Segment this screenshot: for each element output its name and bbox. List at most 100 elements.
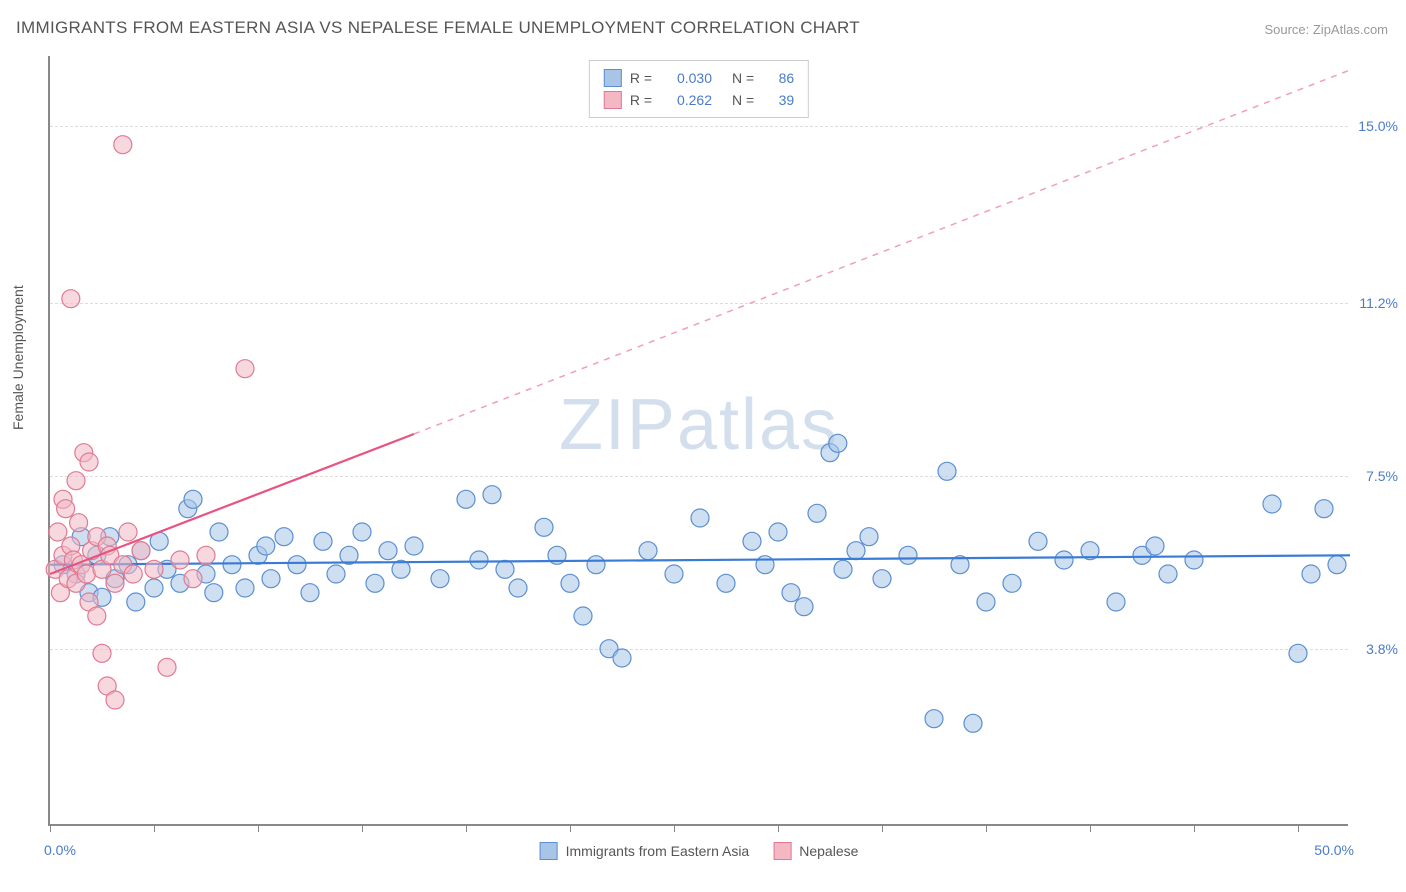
data-point: [236, 360, 254, 378]
swatch-icon: [604, 69, 622, 87]
data-point: [769, 523, 787, 541]
legend-item-series-2: Nepalese: [773, 842, 858, 860]
r-label: R =: [630, 70, 652, 86]
x-tick: [882, 824, 883, 832]
trend-line: [50, 555, 1350, 564]
n-label: N =: [732, 92, 754, 108]
data-point: [574, 607, 592, 625]
y-tick-label: 15.0%: [1352, 118, 1398, 134]
data-point: [210, 523, 228, 541]
data-point: [1289, 644, 1307, 662]
data-point: [639, 542, 657, 560]
data-point: [171, 551, 189, 569]
data-point: [145, 579, 163, 597]
x-tick: [1194, 824, 1195, 832]
data-point: [1146, 537, 1164, 555]
data-point: [124, 565, 142, 583]
data-point: [184, 490, 202, 508]
data-point: [236, 579, 254, 597]
data-point: [1159, 565, 1177, 583]
data-point: [964, 714, 982, 732]
data-point: [1029, 532, 1047, 550]
data-point: [106, 691, 124, 709]
data-point: [977, 593, 995, 611]
y-axis-label: Female Unemployment: [10, 285, 26, 430]
data-point: [613, 649, 631, 667]
data-point: [483, 486, 501, 504]
x-tick: [570, 824, 571, 832]
y-tick-label: 7.5%: [1352, 468, 1398, 484]
x-tick: [986, 824, 987, 832]
data-point: [145, 560, 163, 578]
data-point: [873, 570, 891, 588]
x-axis-min: 0.0%: [44, 842, 76, 858]
data-point: [1263, 495, 1281, 513]
data-point: [561, 574, 579, 592]
data-point: [1328, 556, 1346, 574]
data-point: [1055, 551, 1073, 569]
data-point: [70, 514, 88, 532]
data-point: [1185, 551, 1203, 569]
series-label: Immigrants from Eastern Asia: [566, 843, 750, 859]
trend-line-dashed: [414, 70, 1350, 434]
data-point: [860, 528, 878, 546]
data-point: [127, 593, 145, 611]
data-point: [80, 453, 98, 471]
data-point: [808, 504, 826, 522]
data-point: [829, 434, 847, 452]
data-point: [509, 579, 527, 597]
data-point: [691, 509, 709, 527]
data-point: [1003, 574, 1021, 592]
data-point: [366, 574, 384, 592]
data-point: [197, 546, 215, 564]
data-point: [431, 570, 449, 588]
data-point: [132, 542, 150, 560]
data-point: [49, 523, 67, 541]
n-label: N =: [732, 70, 754, 86]
data-point: [535, 518, 553, 536]
data-point: [158, 658, 176, 676]
y-tick-label: 3.8%: [1352, 641, 1398, 657]
data-point: [88, 607, 106, 625]
x-tick: [154, 824, 155, 832]
legend-row-series-1: R = 0.030 N = 86: [604, 67, 794, 89]
x-tick: [1090, 824, 1091, 832]
series-label: Nepalese: [799, 843, 858, 859]
data-point: [1302, 565, 1320, 583]
data-point: [925, 710, 943, 728]
data-point: [67, 472, 85, 490]
data-point: [301, 584, 319, 602]
data-point: [275, 528, 293, 546]
x-axis-max: 50.0%: [1314, 842, 1354, 858]
source-attribution: Source: ZipAtlas.com: [1264, 22, 1388, 37]
data-point: [743, 532, 761, 550]
legend-item-series-1: Immigrants from Eastern Asia: [540, 842, 750, 860]
data-point: [184, 570, 202, 588]
data-point: [717, 574, 735, 592]
data-point: [205, 584, 223, 602]
data-point: [223, 556, 241, 574]
swatch-icon: [540, 842, 558, 860]
data-point: [119, 523, 137, 541]
x-tick: [778, 824, 779, 832]
plot-area: ZIPatlas 3.8%7.5%11.2%15.0% R = 0.030 N …: [48, 56, 1348, 826]
swatch-icon: [773, 842, 791, 860]
scatter-chart: [50, 56, 1348, 824]
y-tick-label: 11.2%: [1352, 295, 1398, 311]
n-value: 39: [762, 92, 794, 108]
data-point: [834, 560, 852, 578]
data-point: [257, 537, 275, 555]
data-point: [1315, 500, 1333, 518]
x-tick: [466, 824, 467, 832]
data-point: [470, 551, 488, 569]
data-point: [353, 523, 371, 541]
data-point: [1107, 593, 1125, 611]
data-point: [57, 500, 75, 518]
data-point: [587, 556, 605, 574]
x-tick: [50, 824, 51, 832]
r-value: 0.030: [660, 70, 712, 86]
data-point: [938, 462, 956, 480]
data-point: [795, 598, 813, 616]
data-point: [262, 570, 280, 588]
r-label: R =: [630, 92, 652, 108]
